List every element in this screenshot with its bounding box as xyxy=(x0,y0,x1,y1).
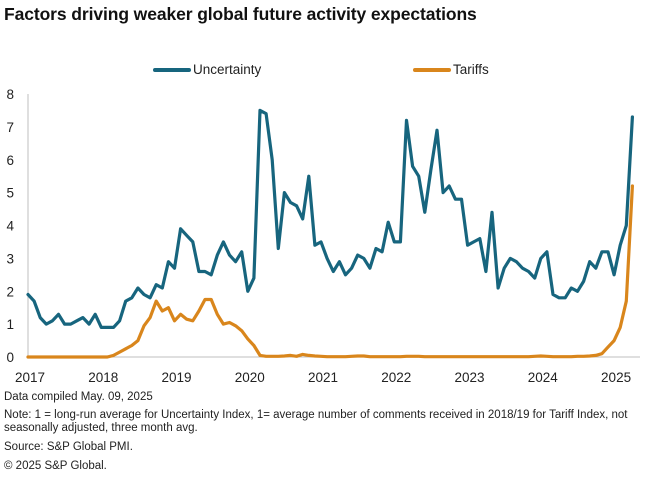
y-tick-label: 6 xyxy=(6,153,14,168)
y-tick-label: 7 xyxy=(6,120,14,135)
y-tick-labels: 0 1 2 3 4 5 6 7 8 xyxy=(6,87,14,365)
x-tick-label: 2018 xyxy=(88,370,118,385)
x-tick-labels: 2017 2018 2019 2020 2021 2022 2023 2024 2025 xyxy=(15,370,631,385)
x-tick-label: 2024 xyxy=(528,370,559,385)
y-tick-label: 8 xyxy=(6,87,14,102)
y-tick-label: 0 xyxy=(6,350,14,365)
x-tick-label: 2020 xyxy=(235,370,265,385)
series-line-tariffs xyxy=(26,184,635,359)
y-tick-label: 5 xyxy=(6,186,14,201)
x-tick-label: 2019 xyxy=(161,370,191,385)
legend-swatch-uncertainty xyxy=(153,67,191,72)
x-tick-label: 2025 xyxy=(601,370,631,385)
series-group xyxy=(26,108,635,359)
legend-label-uncertainty: Uncertainty xyxy=(193,62,262,77)
series-line-uncertainty xyxy=(26,108,635,329)
y-tick-label: 3 xyxy=(6,251,14,266)
legend-item-tariffs: Tariffs xyxy=(413,62,489,77)
y-tick-label: 4 xyxy=(6,219,14,234)
chart-title: Factors driving weaker global future act… xyxy=(4,4,477,24)
legend-swatch-tariffs xyxy=(413,67,451,72)
x-tick-label: 2022 xyxy=(381,370,411,385)
legend-item-uncertainty: Uncertainty xyxy=(153,62,261,77)
legend-label-tariffs: Tariffs xyxy=(453,62,489,77)
methodology-note: Note: 1 = long-run average for Uncertain… xyxy=(4,409,628,434)
data-compiled-note: Data compiled May. 09, 2025 xyxy=(4,391,153,403)
legend: Uncertainty Tariffs xyxy=(0,62,655,82)
copyright-note: © 2025 S&P Global. xyxy=(4,460,107,472)
x-tick-label: 2023 xyxy=(455,370,485,385)
chart-footer: Data compiled May. 09, 2025 Note: 1 = lo… xyxy=(4,390,644,478)
x-tick-label: 2021 xyxy=(308,370,338,385)
x-tick-label: 2017 xyxy=(15,370,45,385)
source-note: Source: S&P Global PMI. xyxy=(4,441,133,453)
y-tick-label: 1 xyxy=(6,317,14,332)
y-tick-label: 2 xyxy=(6,284,14,299)
